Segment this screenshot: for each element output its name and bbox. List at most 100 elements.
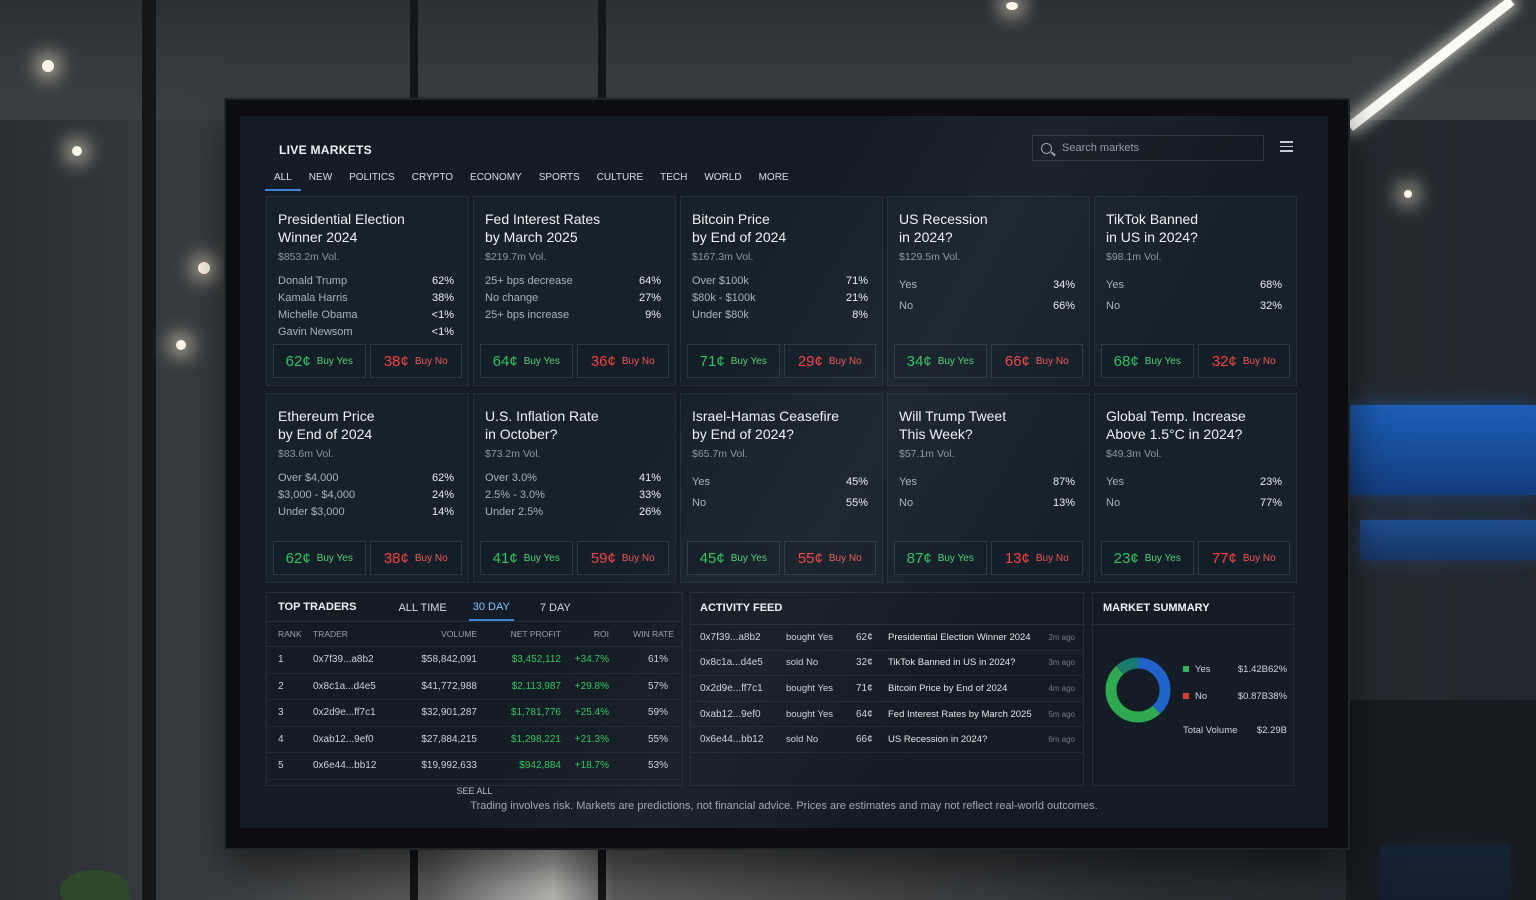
market-card[interactable]: Bitcoin Price by End of 2024 $167.3m Vol. O… — [680, 196, 883, 386]
feed-address: 0x8c1a...d4e5 — [700, 657, 763, 669]
outcome-pct: 66% — [1052, 300, 1075, 312]
feed-address: 0x6e44...bb12 — [700, 734, 764, 746]
total-volume-value: $2.29B — [1256, 725, 1287, 736]
buy-yes-button[interactable]: 64¢ Buy Yes — [480, 344, 573, 378]
feed-time: 5m ago — [1048, 709, 1075, 719]
buy-yes-button[interactable]: 62¢ Buy Yes — [273, 541, 366, 575]
buy-no-button[interactable]: 77¢ Buy No — [1197, 541, 1290, 575]
list-item[interactable]: 0x2d9e...ff7c1 bought Yes 71¢ Bitcoin Price… — [691, 676, 1083, 702]
market-card[interactable]: Fed Interest Rates by March 2025 $219.7m V… — [473, 196, 676, 386]
buy-no-button[interactable]: 32¢ Buy No — [1197, 344, 1290, 378]
outcome-name: Donald Trump — [278, 275, 348, 287]
feed-time: 3m ago — [1048, 658, 1075, 668]
market-card[interactable]: US Recession in 2024? $129.5m Vol. Yes 34% No… — [887, 196, 1090, 386]
feed-time: 2m ago — [1048, 632, 1075, 642]
buy-yes-button[interactable]: 23¢ Buy Yes — [1101, 541, 1194, 575]
category-tabs: ALL NEW POLITICS CRYPTO ECONOMY SPORTS C… — [265, 170, 806, 191]
tab-all-time[interactable]: ALL TIME — [398, 602, 447, 614]
outcome-row: No 13% — [899, 493, 1075, 514]
buy-yes-button[interactable]: 71¢ Buy Yes — [687, 344, 780, 378]
dashboard-screen: LIVE MARKETS ALL NEW POLITICS CRYPTO ECO… — [240, 116, 1328, 828]
buy-no-button[interactable]: 55¢ Buy No — [783, 541, 876, 575]
table-row[interactable]: 2 0x8c1a...d4e5 $41,772,988 $2,113,987 +29.8… — [267, 673, 682, 700]
buy-yes-button[interactable]: 41¢ Buy Yes — [480, 541, 573, 575]
outcome-pct: 21% — [845, 292, 868, 304]
table-row[interactable]: 4 0xab12...9ef0 $27,884,215 $1,298,221 +21.3… — [267, 726, 682, 753]
outcome-row: 2.5% - 3.0% 33% — [485, 487, 661, 504]
buy-no-button[interactable]: 13¢ Buy No — [990, 541, 1083, 575]
list-item[interactable]: 0x7f39...a8b2 bought Yes 62¢ Presidential E… — [691, 625, 1083, 651]
outcome-list: Yes 23% No 77% — [1106, 472, 1282, 514]
buy-no-button[interactable]: 36¢ Buy No — [576, 344, 669, 378]
tab-economy[interactable]: ECONOMY — [470, 172, 522, 183]
buy-no-label: Buy No — [828, 355, 862, 367]
outcome-pct: 62% — [431, 275, 454, 287]
tab-all[interactable]: ALL — [265, 170, 301, 191]
list-item[interactable]: 0x8c1a...d4e5 sold No 32¢ TikTok Banned in … — [691, 651, 1083, 677]
market-card[interactable]: Israel-Hamas Ceasefire by End of 2024? $65… — [680, 393, 883, 583]
no-price: 38¢ — [383, 549, 409, 567]
buy-no-button[interactable]: 29¢ Buy No — [783, 344, 876, 378]
tab-more[interactable]: MORE — [758, 172, 789, 183]
see-all-link[interactable]: SEE ALL — [456, 785, 493, 796]
table-row[interactable]: 3 0x2d9e...ff7c1 $32,901,287 $1,781,776 +25.… — [267, 699, 682, 727]
buy-yes-button[interactable]: 68¢ Buy Yes — [1101, 344, 1194, 378]
search-box[interactable] — [1032, 135, 1264, 161]
market-title: U.S. Inflation Rate in October? — [485, 408, 599, 442]
outcome-name: Yes — [692, 476, 710, 488]
outcome-name: No change — [485, 292, 539, 304]
yes-price: 64¢ — [492, 352, 518, 370]
col-rank: RANK — [267, 622, 312, 647]
outcome-name: 25+ bps decrease — [485, 275, 573, 287]
hamburger-menu-icon[interactable] — [1280, 141, 1293, 152]
market-card[interactable]: Global Temp. Increase Above 1.5°C in 2024… — [1094, 393, 1297, 583]
buy-no-button[interactable]: 38¢ Buy No — [369, 541, 462, 575]
ceiling-light — [42, 60, 54, 72]
buy-no-button[interactable]: 38¢ Buy No — [369, 344, 462, 378]
market-card[interactable]: Presidential Election Winner 2024 $853.2m … — [266, 196, 469, 386]
search-input[interactable] — [1060, 141, 1244, 155]
outcome-name: $80k - $100k — [692, 292, 756, 304]
buy-yes-button[interactable]: 87¢ Buy Yes — [894, 541, 987, 575]
market-title: Bitcoin Price by End of 2024 — [692, 211, 787, 245]
table-row[interactable]: 1 0x7f39...a8b2 $58,842,091 $3,452,112 +34.7… — [267, 646, 682, 674]
tab-7-day[interactable]: 7 DAY — [539, 602, 571, 614]
buy-yes-button[interactable]: 62¢ Buy Yes — [273, 344, 366, 378]
table-row[interactable]: 5 0x6e44...bb12 $19,992,633 $942,884 +18.7% 5… — [267, 752, 682, 780]
outcome-row: 25+ bps decrease 64% — [485, 273, 661, 290]
no-price: 13¢ — [1004, 549, 1030, 567]
list-item[interactable]: 0x6e44...bb12 sold No 66¢ US Recession in 2… — [691, 727, 1083, 753]
yes-price: 34¢ — [906, 352, 932, 370]
market-card[interactable]: Will Trump Tweet This Week? $57.1m Vol. Yes… — [887, 393, 1090, 583]
tab-new[interactable]: NEW — [308, 172, 333, 183]
profit-cell: $1,298,221 — [478, 726, 562, 753]
market-title: Israel-Hamas Ceasefire by End of 2024? — [692, 408, 840, 442]
buy-yes-button[interactable]: 34¢ Buy Yes — [894, 344, 987, 378]
outcome-name: Under 2.5% — [485, 506, 544, 518]
market-card[interactable]: U.S. Inflation Rate in October? $73.2m Vol… — [473, 393, 676, 583]
outcome-name: No — [899, 300, 914, 312]
tab-tech[interactable]: TECH — [660, 172, 688, 183]
disclaimer: Trading involves risk. Markets are predi… — [470, 800, 1098, 812]
market-card[interactable]: TikTok Banned in US in 2024? $98.1m Vol. Ye… — [1094, 196, 1297, 386]
top-traders-panel: TOP TRADERS ALL TIME 30 DAY 7 DAY RANK T… — [266, 592, 683, 796]
buy-no-label: Buy No — [621, 552, 655, 564]
list-item[interactable]: 0xab12...9ef0 bought Yes 64¢ Fed Interest R… — [691, 702, 1083, 728]
feed-price: 32¢ — [856, 657, 873, 669]
tab-crypto[interactable]: CRYPTO — [411, 172, 454, 183]
buy-no-button[interactable]: 59¢ Buy No — [576, 541, 669, 575]
tab-culture[interactable]: CULTURE — [596, 172, 644, 183]
tab-politics[interactable]: POLITICS — [349, 172, 395, 183]
activity-feed-list: 0x7f39...a8b2 bought Yes 62¢ Presidential E… — [691, 624, 1083, 753]
tab-sports[interactable]: SPORTS — [538, 172, 580, 183]
outcome-row: Yes 34% — [899, 275, 1075, 296]
tab-world[interactable]: WORLD — [704, 172, 742, 183]
legend-no-value: $0.87B — [1237, 691, 1268, 702]
market-card[interactable]: Ethereum Price by End of 2024 $83.6m Vol. O… — [266, 393, 469, 583]
tab-30-day[interactable]: 30 DAY — [468, 593, 514, 621]
outcome-list: Yes 87% No 13% — [899, 472, 1075, 514]
buy-no-button[interactable]: 66¢ Buy No — [990, 344, 1083, 378]
outcome-name: Over $100k — [692, 275, 749, 287]
win-rate-cell: 57% — [610, 673, 682, 700]
buy-yes-button[interactable]: 45¢ Buy Yes — [687, 541, 780, 575]
